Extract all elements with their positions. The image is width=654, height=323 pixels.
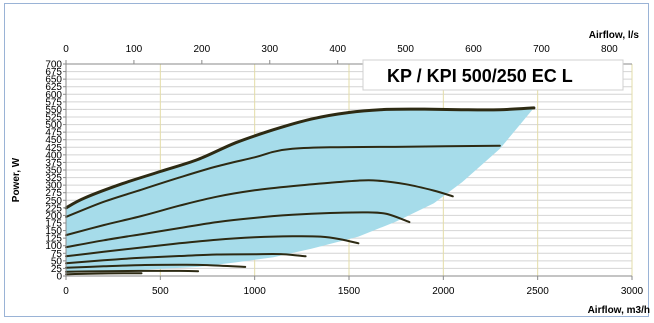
chart: 0255075100125150175200225250275300325350… [11,30,650,316]
x2-tick-label: 600 [465,44,482,55]
x2-tick-label: 800 [601,44,618,55]
y-tick-label: 250 [45,196,62,207]
x-tick-label: 1500 [338,286,361,297]
power-curves [64,106,536,276]
x-tick-label: 1000 [244,286,267,297]
y-tick-label: 0 [56,272,62,283]
y-tick-label: 375 [45,158,62,169]
y-tick-label: 475 [45,128,62,139]
x-tick-label: 0 [63,286,69,297]
y-tick-label: 550 [45,105,62,116]
power-curve-1 [64,106,536,210]
power-curve-6 [65,252,307,265]
y-tick-label: 300 [45,181,62,192]
y-tick-label: 325 [45,173,62,184]
x2-tick-label: 400 [329,44,346,55]
power-curve-8 [65,269,200,273]
x2-tick-label: 300 [261,44,278,55]
y-tick-label: 700 [45,60,62,71]
y-tick-label: 200 [45,211,62,222]
y-tick-label: 225 [45,203,62,214]
y-tick-label: 275 [45,188,62,199]
y-tick-label: 125 [45,234,62,245]
y-tick-label: 625 [45,82,62,93]
x2-tick-label: 700 [533,44,550,55]
x2-tick-label: 0 [63,44,69,55]
power-curve-9 [65,272,143,276]
y-tick-label: 150 [45,226,62,237]
power-curve-2 [65,144,501,218]
y-tick-label: 25 [51,264,63,275]
power-curve-3 [65,179,454,237]
y-tick-label: 100 [45,241,62,252]
y-tick-label: 675 [45,67,62,78]
y-tick-label: 600 [45,90,62,101]
x-tick-label: 500 [152,286,169,297]
x-tick-label: 2000 [432,286,455,297]
chart-title: KP / KPI 500/250 EC L [387,66,573,86]
chart-frame: 0 25 50 75 100 125 150 175 200 225 250 275 300 325 350… [4,3,650,317]
power-curve-5 [65,235,360,258]
x2-tick-label: 200 [193,44,210,55]
envelope-area [66,107,534,274]
x2-axis-title: Airflow, l/s [589,30,640,41]
y-tick-label: 575 [45,97,62,108]
y-tick-label: 350 [45,166,62,177]
y-tick-label: 450 [45,135,62,146]
tick-labels: 0255075100125150175200225250275300325350… [45,44,643,297]
x-tick-label: 3000 [621,286,644,297]
title-box [362,59,624,91]
y-axis-title: Power, W [11,157,22,202]
y-tick-label: 75 [51,249,63,260]
y-tick-label: 425 [45,143,62,154]
x-tick-label: 2500 [527,286,550,297]
operating-area [66,107,534,274]
x-axis-title: Airflow, m3/h [588,305,650,316]
y-tick-label: 650 [45,75,62,86]
power-curve-4 [65,211,411,249]
y-tick-label: 500 [45,120,62,131]
power-curve-7 [65,263,247,269]
y-tick-label: 175 [45,219,62,230]
y-tick-label: 50 [51,256,63,267]
x2-tick-label: 500 [397,44,414,55]
y-tick-label: 400 [45,150,62,161]
y-tick-label: 525 [45,113,62,124]
x2-tick-label: 100 [126,44,143,55]
